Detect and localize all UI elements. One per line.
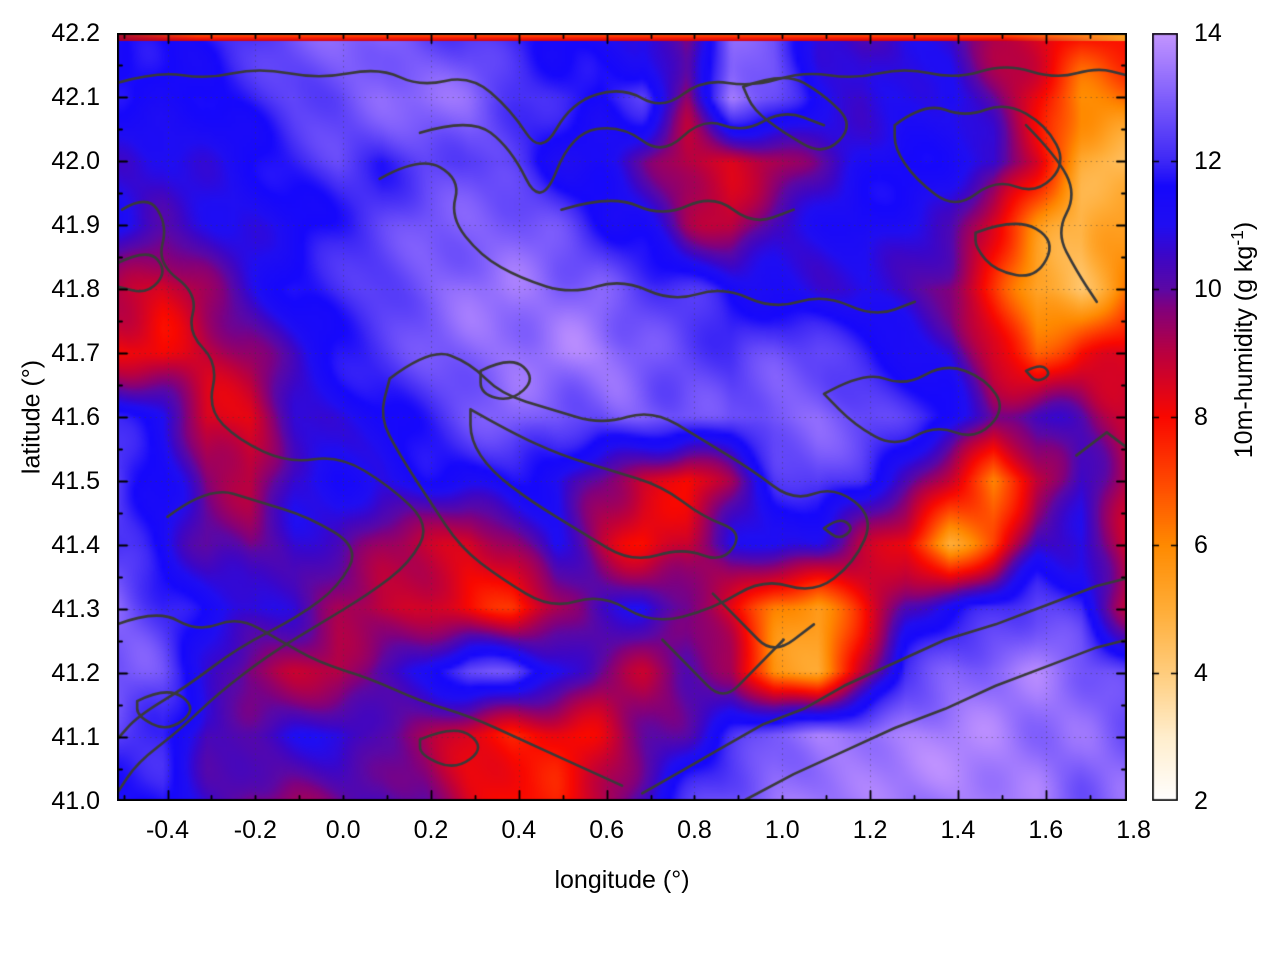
colorbar-tick-label: 10 bbox=[1194, 275, 1222, 303]
y-tick-label: 41.7 bbox=[51, 339, 100, 367]
y-tick-label: 41.9 bbox=[51, 211, 100, 239]
x-tick-label: -0.4 bbox=[145, 816, 190, 844]
y-tick-label: 41.0 bbox=[51, 787, 100, 815]
colorbar-label-superscript: -1 bbox=[1226, 230, 1247, 246]
y-tick-label: 41.4 bbox=[51, 531, 100, 559]
x-tick-label: -0.2 bbox=[233, 816, 277, 844]
colorbar-tick-label: 8 bbox=[1194, 403, 1208, 431]
y-tick-label: 41.2 bbox=[51, 659, 100, 687]
x-tick-label: 1.2 bbox=[852, 816, 888, 844]
y-tick-label: 41.6 bbox=[51, 403, 100, 431]
x-tick-label: 1.8 bbox=[1116, 816, 1151, 844]
colorbar-label-close: ) bbox=[1230, 221, 1259, 231]
humidity-heatmap-canvas bbox=[117, 33, 1127, 801]
colorbar-tick-label: 2 bbox=[1194, 787, 1208, 815]
x-tick-label: 1.4 bbox=[940, 816, 976, 844]
y-tick-label: 42.1 bbox=[51, 83, 100, 111]
x-tick-label: 0.8 bbox=[677, 816, 712, 844]
x-tick-label: 0.0 bbox=[325, 816, 361, 844]
x-axis-label: longitude (°) bbox=[554, 866, 690, 894]
y-tick-label: 41.3 bbox=[51, 595, 100, 623]
colorbar-tick-label: 14 bbox=[1194, 19, 1222, 47]
x-tick-label: 0.2 bbox=[413, 816, 449, 844]
x-tick-label: 1.0 bbox=[764, 816, 800, 844]
y-tick-label: 41.1 bbox=[51, 723, 100, 751]
x-tick-label: 1.6 bbox=[1028, 816, 1064, 844]
y-tick-label: 42.0 bbox=[51, 147, 100, 175]
y-tick-label: 42.2 bbox=[51, 19, 100, 47]
y-tick-label: 41.8 bbox=[51, 275, 100, 303]
colorbar-tick-label: 4 bbox=[1194, 659, 1208, 687]
colorbar-tick-label: 6 bbox=[1194, 531, 1208, 559]
x-tick-label: 0.6 bbox=[589, 816, 624, 844]
x-tick-label: 0.4 bbox=[501, 816, 537, 844]
colorbar-tick-label: 12 bbox=[1194, 147, 1222, 175]
colorbar-canvas bbox=[1152, 33, 1178, 801]
y-tick-label: 41.5 bbox=[51, 467, 100, 495]
